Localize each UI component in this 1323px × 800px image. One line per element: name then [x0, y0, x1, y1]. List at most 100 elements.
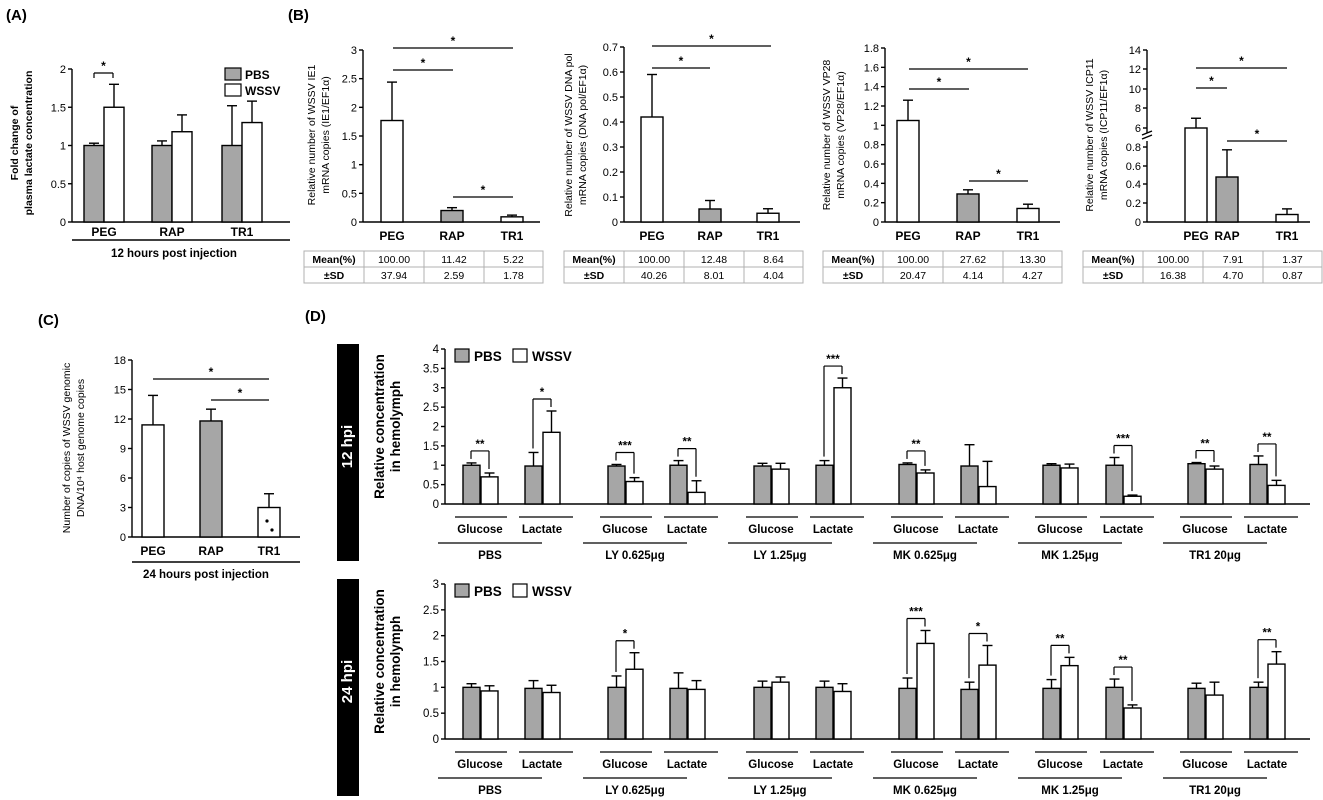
B2-table-cell: 100.00 [638, 254, 670, 266]
B4-table-cell: 100.00 [1157, 254, 1189, 266]
D24-metabolite-label: Lactate [667, 759, 707, 771]
D12-bar-wssv [1205, 468, 1224, 505]
B2-x-tick-label: TR1 [757, 229, 780, 243]
B2-significance-mark: * [679, 54, 684, 68]
B3-bar [956, 193, 980, 223]
B2-table-cell: 8.64 [763, 254, 784, 266]
B3-bar [896, 119, 920, 223]
B2-bar [698, 208, 722, 223]
C-significance-mark: * [238, 386, 243, 400]
B4-significance-mark: * [1239, 54, 1244, 68]
B3-bar [1016, 207, 1040, 223]
B2-y-tick-label: 0.4 [603, 117, 618, 129]
D24-metabolite-label: Glucose [1182, 759, 1227, 771]
D24-bar-pbs [1105, 686, 1124, 740]
B3-table-cell: 27.62 [960, 254, 986, 266]
D12-y-tick-label: 3 [433, 383, 439, 395]
D24-significance-mark: ** [1119, 655, 1128, 667]
B3-table-cell: 13.30 [1019, 254, 1045, 266]
B3-table-cell: 4.14 [963, 270, 984, 282]
B1-table-cell: 2.59 [444, 270, 465, 282]
D24-significance-mark: ** [1056, 633, 1065, 645]
D24-bar-wssv [1060, 664, 1079, 740]
B2-table-cell: 40.26 [641, 270, 667, 282]
D12-significance-mark: *** [1116, 434, 1130, 446]
D-y-axis-title: in hemolymph [388, 381, 403, 473]
A-group-label: 12 hours post injection [111, 248, 237, 260]
B1-significance-mark: * [421, 56, 426, 70]
B3-table-cell: 4.27 [1022, 270, 1043, 282]
B2-y-tick-label: 0 [612, 217, 618, 229]
D24-bar-wssv [916, 642, 935, 740]
D24-bar-pbs [815, 686, 834, 740]
B2-table-cell: 4.04 [763, 270, 784, 282]
A-bar-wssv [103, 106, 125, 223]
D12-metabolite-label: Glucose [748, 524, 793, 536]
B4-table-cell: ±SD [1103, 270, 1124, 282]
A-bar-wssv [171, 131, 193, 223]
D12-metabolite-label: Glucose [1182, 524, 1227, 536]
B3-y-axis-title: mRNA copies (VP28/EF1α) [835, 71, 847, 198]
B3-table-cell: 100.00 [897, 254, 929, 266]
D12-significance-mark: ** [1263, 432, 1272, 444]
B4-y-tick-label: 0.6 [1126, 161, 1141, 173]
D12-bar-wssv [978, 485, 997, 505]
B2-y-tick-label: 0.2 [603, 167, 618, 179]
D12-bar-pbs [1249, 463, 1268, 505]
B2-y-tick-label: 0.7 [603, 42, 618, 54]
D24-bar-wssv [542, 691, 561, 740]
D12-bar-pbs [1105, 464, 1124, 505]
D24-significance-mark: *** [909, 607, 923, 619]
D12-metabolite-label: Glucose [1037, 524, 1082, 536]
A-y-tick-label: 0.5 [51, 179, 66, 191]
D12-bar-wssv [542, 431, 561, 505]
A-significance-mark: * [101, 59, 106, 73]
D24-metabolite-label: Lactate [1103, 759, 1143, 771]
B3-x-tick-label: TR1 [1017, 229, 1040, 243]
D12-metabolite-label: Lactate [667, 524, 707, 536]
B2-table-cell: 12.48 [701, 254, 727, 266]
B4-y-tick-label: 0.8 [1126, 142, 1141, 154]
B4-table-cell: 4.70 [1223, 270, 1244, 282]
B4-table-cell: 16.38 [1160, 270, 1186, 282]
D12-metabolite-label: Lactate [1247, 524, 1287, 536]
C-data-point [270, 528, 274, 532]
B4-y-tick-label: 10 [1129, 84, 1141, 96]
C-significance-mark: * [209, 365, 214, 379]
panel-label-a: (A) [6, 7, 27, 24]
D12-bar-wssv [1267, 484, 1286, 505]
B3-x-tick-label: PEG [895, 229, 920, 243]
D24-bar-pbs [753, 686, 772, 740]
D24-y-tick-label: 3 [433, 579, 439, 591]
B4-table-cell: 1.37 [1282, 254, 1303, 266]
D24-bar-pbs [960, 688, 979, 740]
D-row-label: 12 hpi [339, 425, 356, 468]
D12-significance-mark: ** [683, 437, 692, 449]
C-x-tick-label: PEG [140, 544, 165, 558]
D-y-axis-title: Relative concentration [372, 589, 387, 734]
D24-bar-pbs [462, 686, 481, 740]
D12-y-tick-label: 1.5 [423, 441, 439, 453]
chart-layer: 0 0.5 1 1.5 2 Fold change of plasma lactate co… [9, 32, 1323, 797]
B3-x-tick-label: RAP [955, 229, 980, 243]
B3-table-cell: Mean(%) [831, 254, 874, 266]
D12-y-tick-label: 1 [433, 460, 439, 472]
A-legend-swatch-pbs [224, 67, 242, 81]
C-x-tick-label: TR1 [258, 544, 281, 558]
B1-table-cell: ±SD [324, 270, 345, 282]
D12-metabolite-label: Lactate [958, 524, 998, 536]
D12-bar-wssv [1060, 467, 1079, 505]
D12-group-label: LY 0.625μg [605, 550, 664, 562]
B4-y-tick-label: 0.4 [1126, 179, 1141, 191]
D24-metabolite-label: Glucose [1037, 759, 1082, 771]
D-legend-label-wssv: WSSV [532, 584, 572, 599]
B4-y-tick-label: 6 [1135, 123, 1141, 135]
B4-y-tick-label: 14 [1129, 45, 1141, 57]
C-y-tick-label: 18 [114, 355, 126, 367]
B1-significance-mark: * [451, 34, 456, 48]
D12-group-label: MK 0.625μg [893, 550, 957, 562]
panel-label-b: (B) [288, 7, 309, 24]
B3-significance-mark: * [937, 75, 942, 89]
C-x-tick-label: RAP [198, 544, 223, 558]
